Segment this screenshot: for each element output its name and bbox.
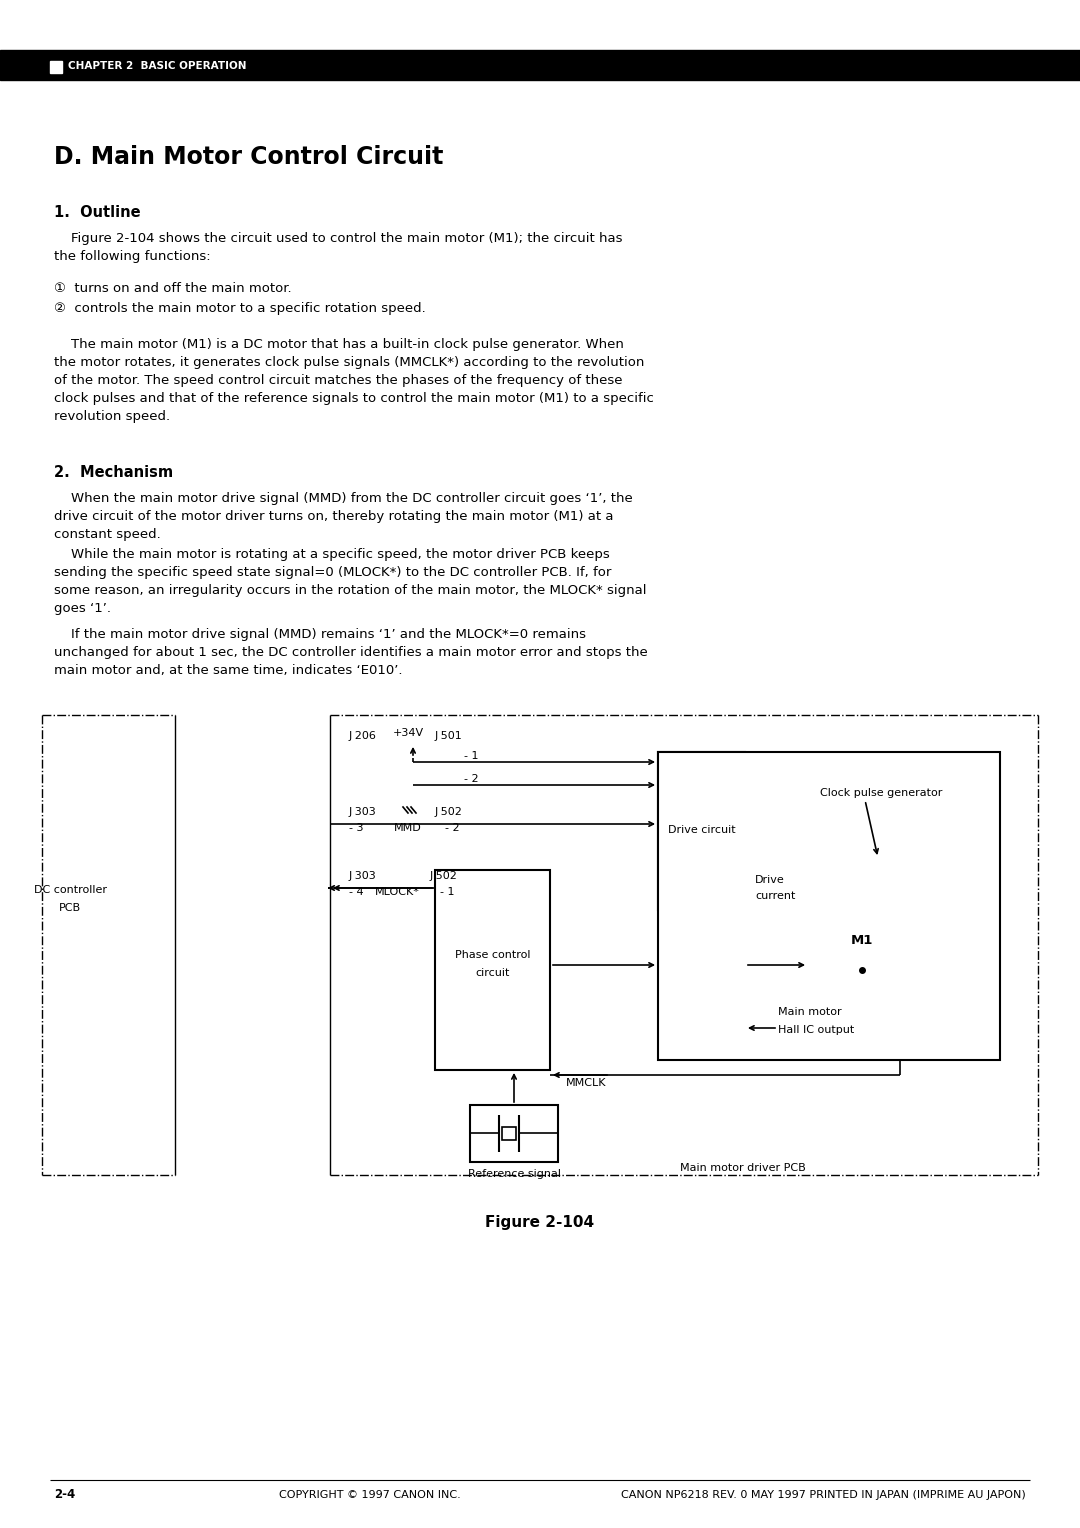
Text: J 502: J 502 [435,807,463,817]
Text: 2.  Mechanism: 2. Mechanism [54,465,173,480]
Text: MMCLK: MMCLK [566,1077,607,1088]
Text: ①  turns on and off the main motor.: ① turns on and off the main motor. [54,283,292,295]
Text: Reference signal: Reference signal [468,1169,561,1180]
Text: current: current [755,891,795,902]
Text: - 4: - 4 [349,886,364,897]
Text: - 1: - 1 [440,886,455,897]
Text: Phase control: Phase control [455,950,530,960]
Bar [470,1105,558,1161]
Bar [435,869,550,1070]
Text: CHAPTER 2  BASIC OPERATION: CHAPTER 2 BASIC OPERATION [68,61,246,70]
Text: When the main motor drive signal (MMD) from the DC controller circuit goes ‘1’, : When the main motor drive signal (MMD) f… [54,492,633,541]
Text: 2-4: 2-4 [54,1488,76,1502]
Text: Figure 2-104: Figure 2-104 [485,1215,595,1230]
Text: J 303: J 303 [349,807,377,817]
Text: MLOCK*: MLOCK* [375,886,420,897]
Text: circuit: circuit [475,969,510,978]
Text: ②  controls the main motor to a specific rotation speed.: ② controls the main motor to a specific … [54,303,426,315]
Bar [658,752,1000,1060]
Text: PCB: PCB [59,903,81,914]
Bar [50,61,62,73]
Text: If the main motor drive signal (MMD) remains ‘1’ and the MLOCK*=0 remains
unchan: If the main motor drive signal (MMD) rem… [54,628,648,677]
Text: DC controller: DC controller [33,885,107,895]
Text: While the main motor is rotating at a specific speed, the motor driver PCB keeps: While the main motor is rotating at a sp… [54,549,647,614]
Text: Main motor: Main motor [778,1007,841,1018]
Text: D. Main Motor Control Circuit: D. Main Motor Control Circuit [54,145,444,170]
Text: Figure 2-104 shows the circuit used to control the main motor (M1); the circuit : Figure 2-104 shows the circuit used to c… [54,232,622,263]
Text: - 1: - 1 [464,750,478,761]
Text: Drive: Drive [755,876,785,885]
Text: COPYRIGHT © 1997 CANON INC.: COPYRIGHT © 1997 CANON INC. [279,1490,461,1500]
Text: Clock pulse generator: Clock pulse generator [820,788,943,798]
Text: M1: M1 [851,934,874,946]
Text: Main motor driver PCB: Main motor driver PCB [680,1163,806,1174]
Text: CANON NP6218 REV. 0 MAY 1997 PRINTED IN JAPAN (IMPRIME AU JAPON): CANON NP6218 REV. 0 MAY 1997 PRINTED IN … [621,1490,1026,1500]
Text: J 501: J 501 [435,730,462,741]
Text: The main motor (M1) is a DC motor that has a built-in clock pulse generator. Whe: The main motor (M1) is a DC motor that h… [54,338,653,423]
Bar [0,50,1080,79]
Text: MMD: MMD [394,824,422,833]
Text: J 303: J 303 [349,871,377,882]
Text: - 2: - 2 [445,824,460,833]
Text: - 2: - 2 [464,775,478,784]
Text: +34V: +34V [393,727,424,738]
Bar [502,1128,516,1140]
Text: Hall IC output: Hall IC output [778,1025,854,1034]
Text: Drive circuit: Drive circuit [667,825,735,834]
Text: J 206: J 206 [349,730,377,741]
Bar [927,912,950,970]
Text: 1.  Outline: 1. Outline [54,205,140,220]
Text: J 502: J 502 [430,871,458,882]
Text: - 3: - 3 [349,824,364,833]
Bar [658,752,745,911]
